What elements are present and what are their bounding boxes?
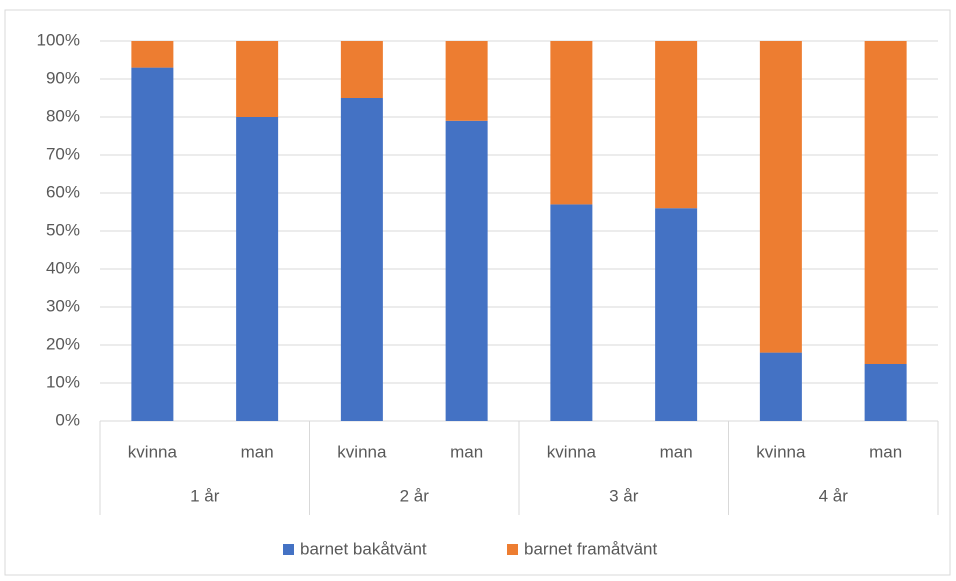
group-label: 2 år [400, 486, 430, 505]
group-label: 1 år [190, 486, 220, 505]
y-tick-label: 10% [46, 372, 80, 391]
y-tick-label: 40% [46, 258, 80, 277]
x-tick-label: kvinna [128, 442, 178, 461]
bar-segment [131, 67, 174, 421]
bar-segment [550, 204, 593, 421]
bar-segment [445, 41, 488, 121]
bar-segment [550, 41, 593, 205]
bar-segment [236, 117, 279, 421]
bar-segment [759, 352, 802, 421]
bar-segment [340, 41, 383, 98]
bar-segment [759, 41, 802, 353]
y-tick-label: 60% [46, 182, 80, 201]
y-tick-label: 100% [37, 30, 80, 49]
legend-swatch [283, 544, 294, 555]
legend-label: barnet framåtvänt [524, 539, 658, 558]
x-tick-label: man [869, 442, 902, 461]
y-tick-label: 0% [55, 410, 80, 429]
legend-swatch [507, 544, 518, 555]
group-label: 3 år [609, 486, 639, 505]
y-tick-label: 30% [46, 296, 80, 315]
bar-segment [340, 98, 383, 421]
bar-segment [131, 41, 174, 68]
bar-segment [864, 364, 907, 421]
y-tick-label: 90% [46, 68, 80, 87]
bar-segment [655, 41, 698, 209]
x-tick-label: kvinna [547, 442, 597, 461]
legend-label: barnet bakåtvänt [300, 539, 427, 558]
y-tick-label: 80% [46, 106, 80, 125]
bar-segment [655, 208, 698, 421]
y-tick-label: 50% [46, 220, 80, 239]
x-tick-label: man [241, 442, 274, 461]
bar-segment [236, 41, 279, 117]
x-tick-label: man [450, 442, 483, 461]
bar-segment [445, 120, 488, 422]
y-tick-label: 20% [46, 334, 80, 353]
bar-segment [864, 41, 907, 364]
x-tick-label: kvinna [337, 442, 387, 461]
x-tick-label: kvinna [756, 442, 806, 461]
group-label: 4 år [819, 486, 849, 505]
x-tick-label: man [660, 442, 693, 461]
y-tick-label: 70% [46, 144, 80, 163]
